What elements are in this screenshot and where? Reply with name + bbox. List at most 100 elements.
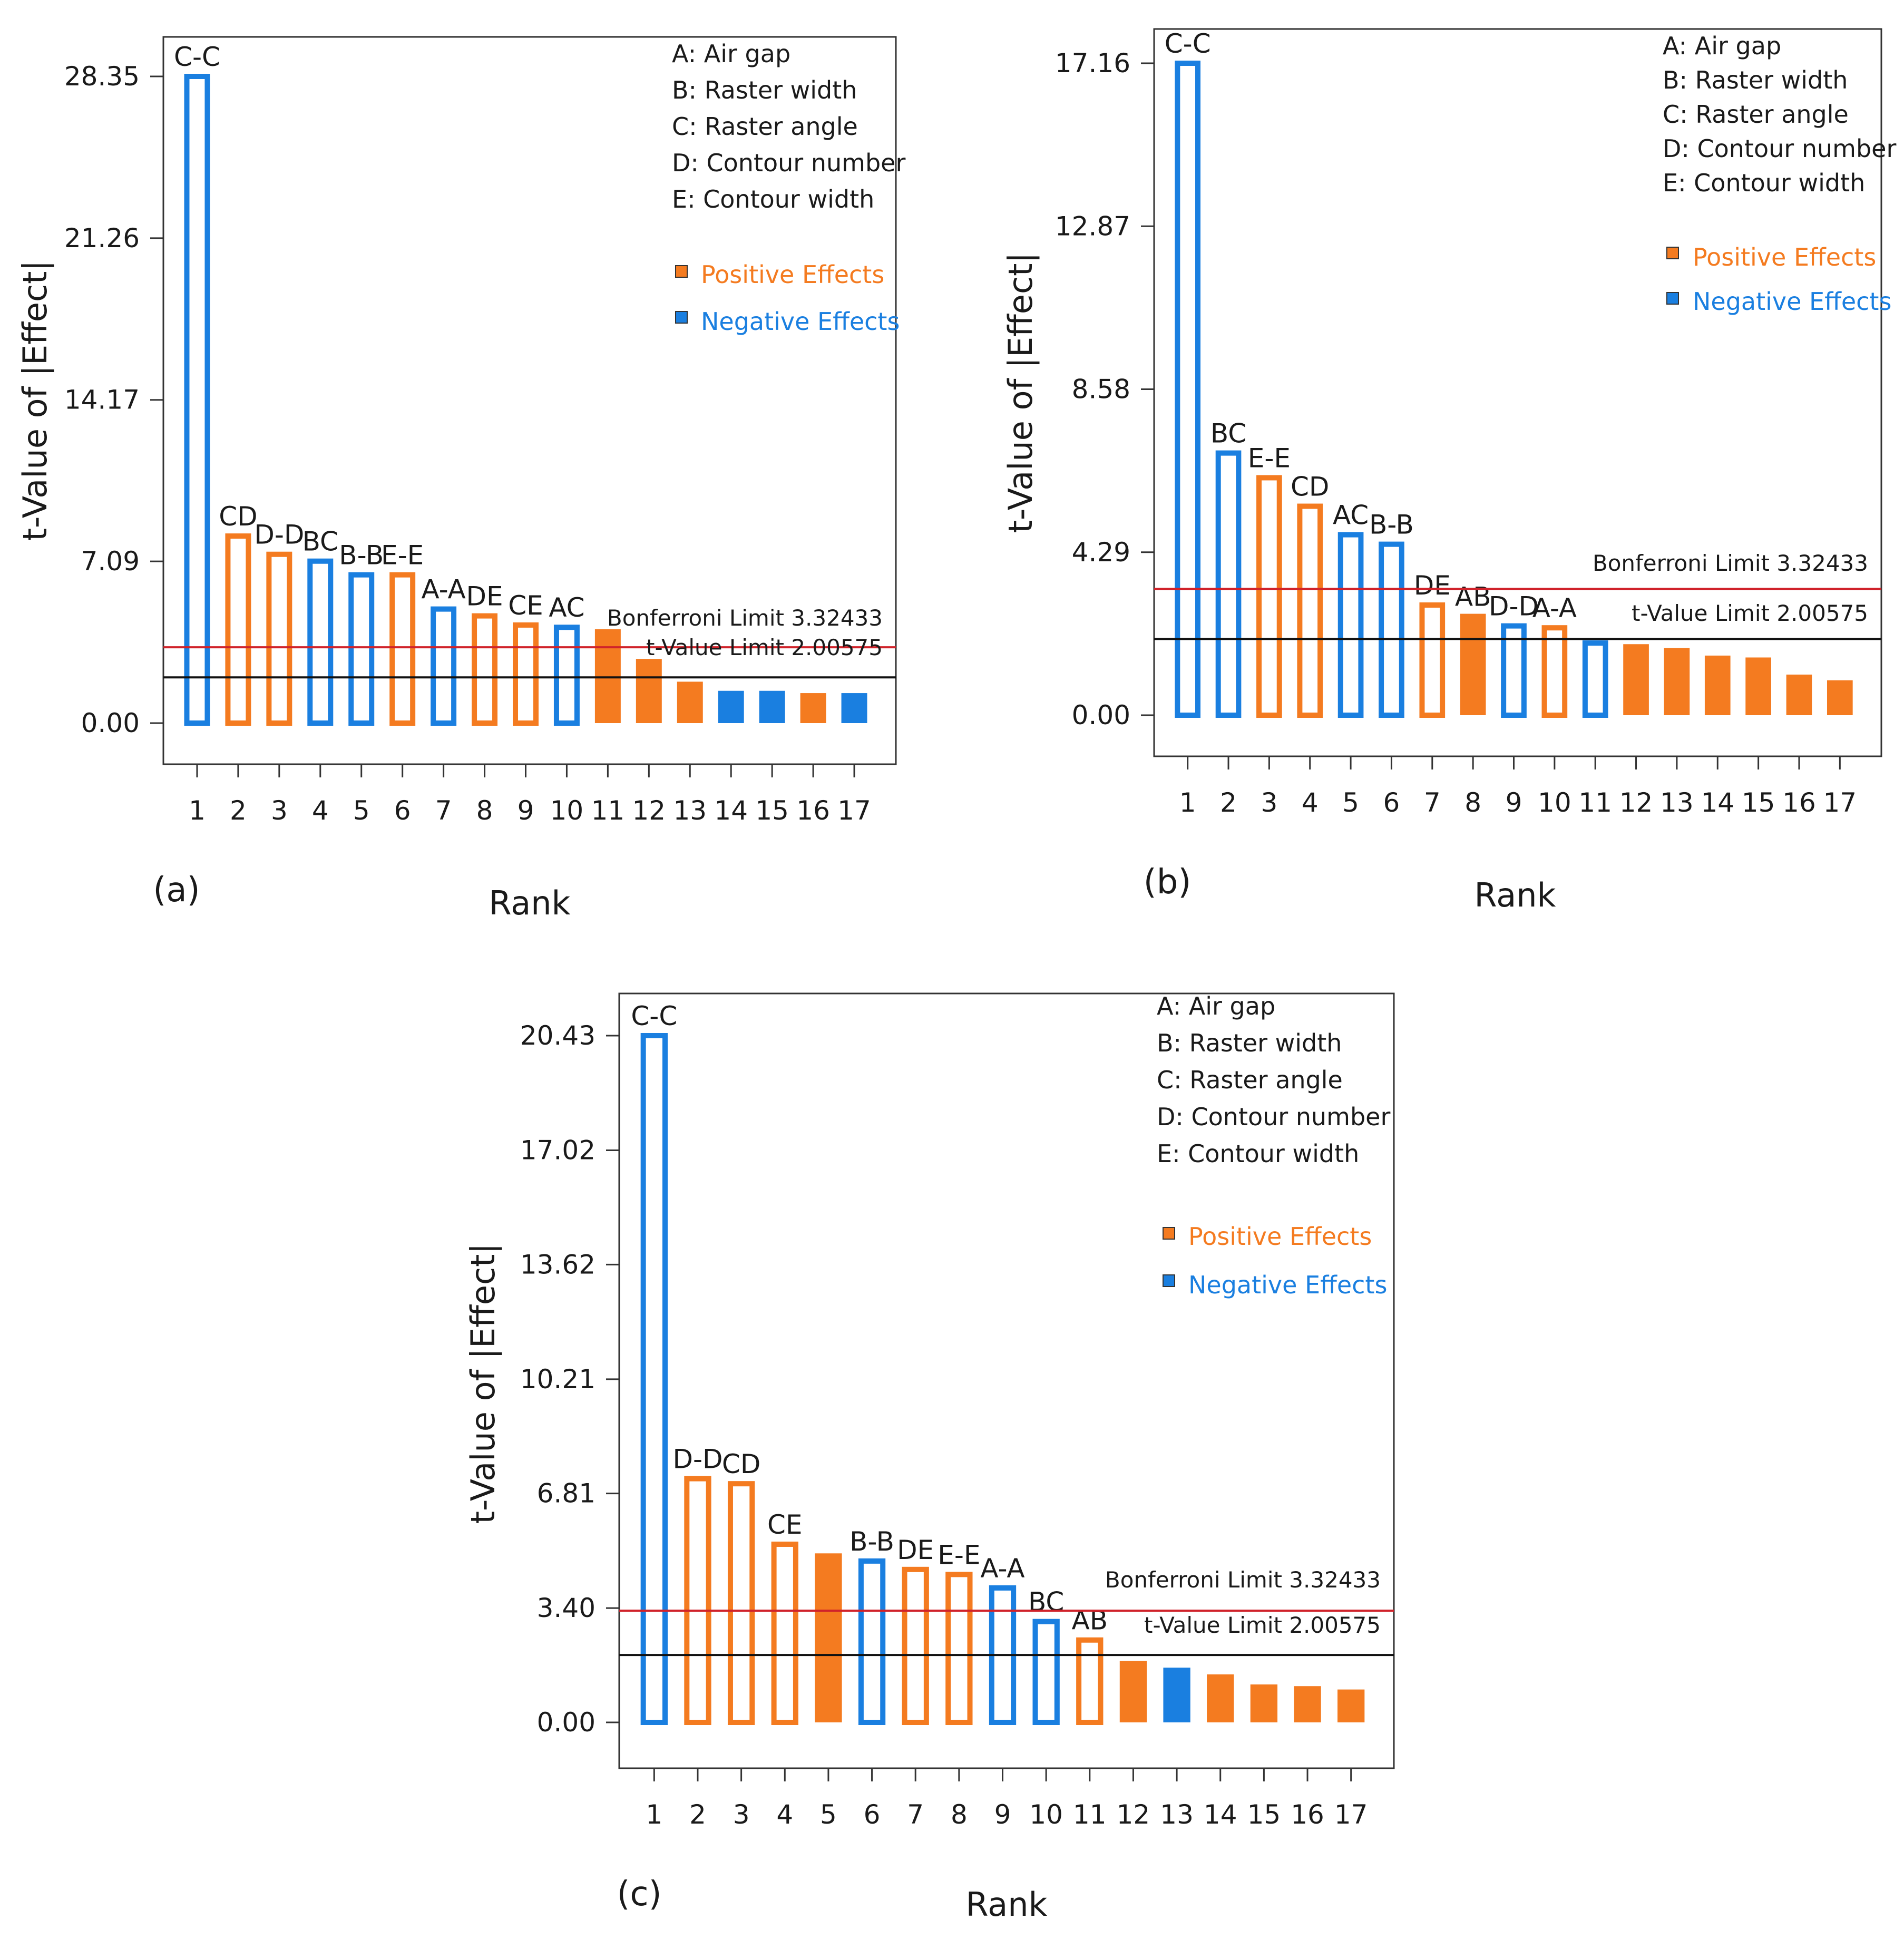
x-tick-label: 17 [1823, 787, 1857, 818]
x-axis-title: Rank [1475, 876, 1556, 914]
bar-rank-17 [1337, 1689, 1365, 1722]
bar-label: DE [897, 1535, 934, 1565]
bar-rank-6 [858, 1558, 886, 1726]
y-axis-title: t-Value of |Effect| [16, 260, 55, 541]
y-tick-label: 0.00 [81, 708, 140, 738]
x-tick-label: 4 [1302, 787, 1319, 818]
x-tick-label: 6 [394, 795, 411, 826]
t-value-limit-label: t-Value Limit 2.00575 [646, 635, 883, 660]
bar-rank-8 [472, 613, 498, 726]
bar-label: E-E [938, 1539, 980, 1570]
y-tick-label: 20.43 [520, 1020, 595, 1051]
bar-rank-9 [513, 622, 539, 726]
bar-rank-14 [718, 690, 744, 723]
y-tick-label: 8.58 [1072, 374, 1130, 405]
bar-label: D-D [672, 1444, 722, 1475]
bar-rank-6 [389, 572, 416, 726]
legend-negative-swatch [1163, 1274, 1175, 1287]
x-tick-label: 2 [689, 1799, 706, 1830]
bar-label: DE [466, 581, 503, 612]
legend-positive-label: Positive Effects [1188, 1222, 1372, 1251]
pareto-chart-a: 0.00 7.09 14.17 21.26 28.35 C-C 1 CD 2 D-D 3 BC 4 B-B… [16, 36, 905, 922]
x-tick-label: 16 [796, 795, 830, 826]
legend-factor: A: Air gap [1157, 992, 1275, 1020]
bar-rank-13 [677, 681, 703, 723]
bar-rank-15 [1745, 657, 1771, 715]
bar-rank-4 [1297, 503, 1323, 718]
x-tick-label: 5 [1342, 787, 1359, 818]
x-tick-label: 14 [1204, 1799, 1237, 1830]
bar-label: CD [219, 501, 257, 532]
x-tick-label: 15 [755, 795, 789, 826]
bar-label: AC [1333, 500, 1369, 531]
y-tick-label: 14.17 [64, 385, 140, 415]
legend-factor: E: Contour width [1157, 1139, 1359, 1168]
bar-rank-5 [1337, 532, 1364, 718]
panel-label: (b) [1144, 863, 1192, 902]
x-tick-label: 6 [864, 1799, 881, 1830]
y-tick-label: 4.29 [1072, 537, 1130, 568]
x-tick-label: 15 [1247, 1799, 1281, 1830]
bar-label: AB [1455, 582, 1491, 612]
x-axis-title: Rank [489, 884, 571, 922]
bar-rank-3 [727, 1481, 755, 1726]
bar-rank-2 [1215, 450, 1242, 718]
x-tick-label: 17 [837, 795, 871, 826]
bar-rank-7 [902, 1566, 929, 1725]
bar-label: CE [508, 590, 543, 621]
plot-frame [1153, 28, 1882, 757]
x-tick-label: 5 [353, 795, 370, 826]
bar-rank-15 [759, 690, 785, 723]
bar-rank-1 [1175, 61, 1201, 718]
bar-rank-16 [800, 693, 826, 723]
legend-positive-label: Positive Effects [701, 260, 884, 289]
legend-factor: D: Contour number [672, 149, 905, 177]
legend-positive-swatch [1163, 1227, 1175, 1240]
legend-negative-swatch [1666, 292, 1679, 305]
bar-label: C-C [1165, 28, 1211, 59]
bar-label: CD [722, 1449, 760, 1479]
x-tick-label: 1 [1179, 787, 1196, 818]
y-tick-label: 17.02 [520, 1135, 595, 1165]
bar-rank-10 [1032, 1619, 1060, 1726]
x-tick-label: 13 [673, 795, 707, 826]
legend-positive-label: Positive Effects [1693, 243, 1876, 271]
bar-rank-10 [1541, 625, 1568, 718]
x-tick-label: 1 [189, 795, 206, 826]
x-tick-label: 3 [271, 795, 288, 826]
x-tick-label: 16 [1782, 787, 1816, 818]
bar-rank-11 [1582, 640, 1608, 718]
bar-rank-14 [1704, 655, 1731, 715]
bar-label: E-E [381, 540, 424, 571]
x-tick-label: 12 [632, 795, 666, 826]
bar-rank-4 [771, 1541, 798, 1726]
bar-rank-16 [1786, 674, 1812, 715]
pareto-chart-b: 0.00 4.29 8.58 12.87 17.16 C-C 1 BC 2 E-E 3 CD 4 AC 5 B… [1001, 28, 1896, 914]
y-tick-label: 12.87 [1055, 211, 1130, 241]
bar-label: BC [1028, 1587, 1064, 1618]
x-axis-title: Rank [966, 1885, 1048, 1924]
bar-rank-15 [1250, 1684, 1278, 1722]
bar-rank-4 [307, 558, 334, 726]
bar-label: BC [1210, 418, 1246, 449]
x-tick-label: 16 [1291, 1799, 1324, 1830]
bar-label: AC [549, 592, 584, 623]
x-tick-label: 7 [1424, 787, 1441, 818]
panel-label: (a) [153, 871, 200, 910]
bar-label: BC [302, 527, 338, 557]
plot-frame [618, 992, 1395, 1769]
y-tick-label: 6.81 [537, 1478, 595, 1509]
bar-rank-13 [1163, 1668, 1190, 1722]
legend-factor: B: Raster width [1157, 1029, 1342, 1057]
x-tick-label: 3 [1261, 787, 1277, 818]
y-tick-label: 10.21 [520, 1364, 595, 1395]
bar-rank-13 [1664, 648, 1690, 715]
bar-rank-9 [1501, 623, 1527, 718]
bar-label: E-E [1248, 443, 1291, 473]
bar-rank-3 [1256, 475, 1282, 718]
bar-label: CE [767, 1509, 803, 1540]
legend-factor: A: Air gap [672, 40, 790, 68]
bar-rank-14 [1207, 1674, 1234, 1722]
x-tick-label: 1 [646, 1799, 662, 1830]
pareto-chart-c: 0.00 3.40 6.81 10.21 13.62 17.02 20.43 C-C 1 D-D 2… [464, 992, 1395, 1924]
